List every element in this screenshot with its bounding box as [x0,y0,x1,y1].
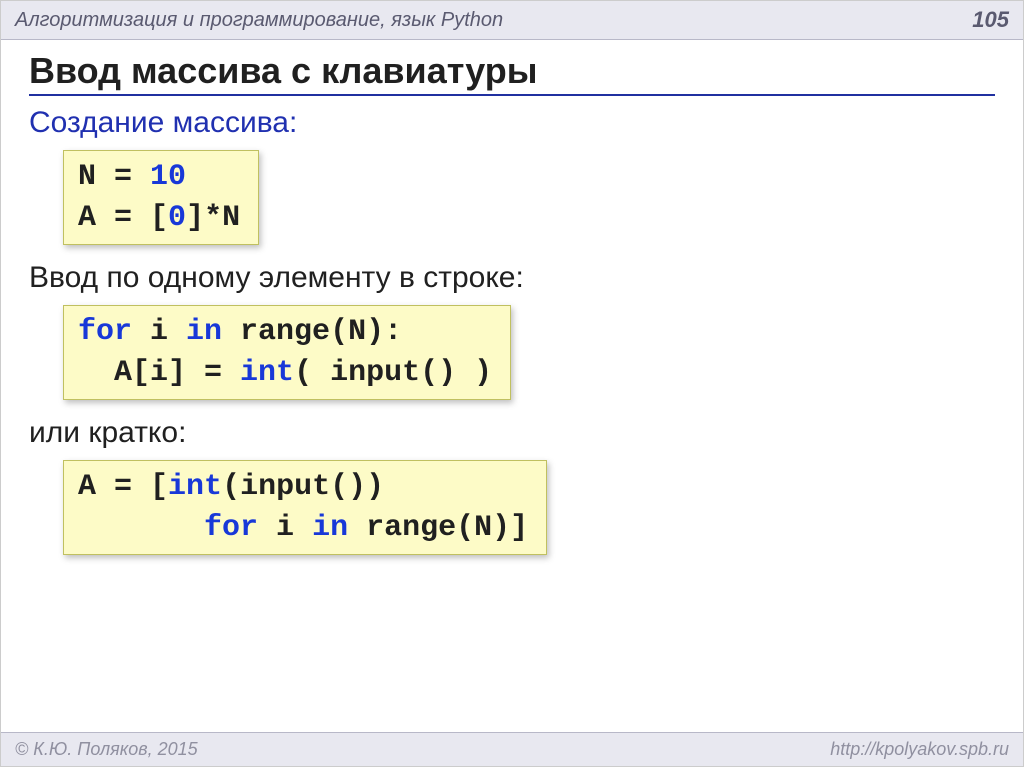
footer-copyright: © К.Ю. Поляков, 2015 [15,739,198,760]
page-number: 105 [972,7,1009,33]
header-title: Алгоритмизация и программирование, язык … [15,9,503,32]
code-line: A[i] = int( input() ) [78,353,492,394]
section2-heading: Ввод по одному элементу в строке: [29,261,995,295]
code-line: for i in range(N): [78,312,492,353]
code-block-3: A = [int(input()) for i in range(N)] [63,460,547,555]
code-block-1: N = 10A = [0]*N [63,150,259,245]
section1-heading: Создание массива: [29,106,995,140]
code-line: N = 10 [78,157,240,198]
code-line: A = [int(input()) [78,467,528,508]
code-line: A = [0]*N [78,198,240,239]
code-block-2: for i in range(N): A[i] = int( input() ) [63,305,511,400]
section3-heading: или кратко: [29,416,995,450]
slide-content: Ввод массива с клавиатуры Создание масси… [1,40,1023,561]
slide-title: Ввод массива с клавиатуры [29,50,995,96]
slide-header: Алгоритмизация и программирование, язык … [1,1,1023,40]
footer-url: http://kpolyakov.spb.ru [830,739,1009,760]
code-line: for i in range(N)] [78,508,528,549]
slide-footer: © К.Ю. Поляков, 2015 http://kpolyakov.sp… [1,732,1023,766]
